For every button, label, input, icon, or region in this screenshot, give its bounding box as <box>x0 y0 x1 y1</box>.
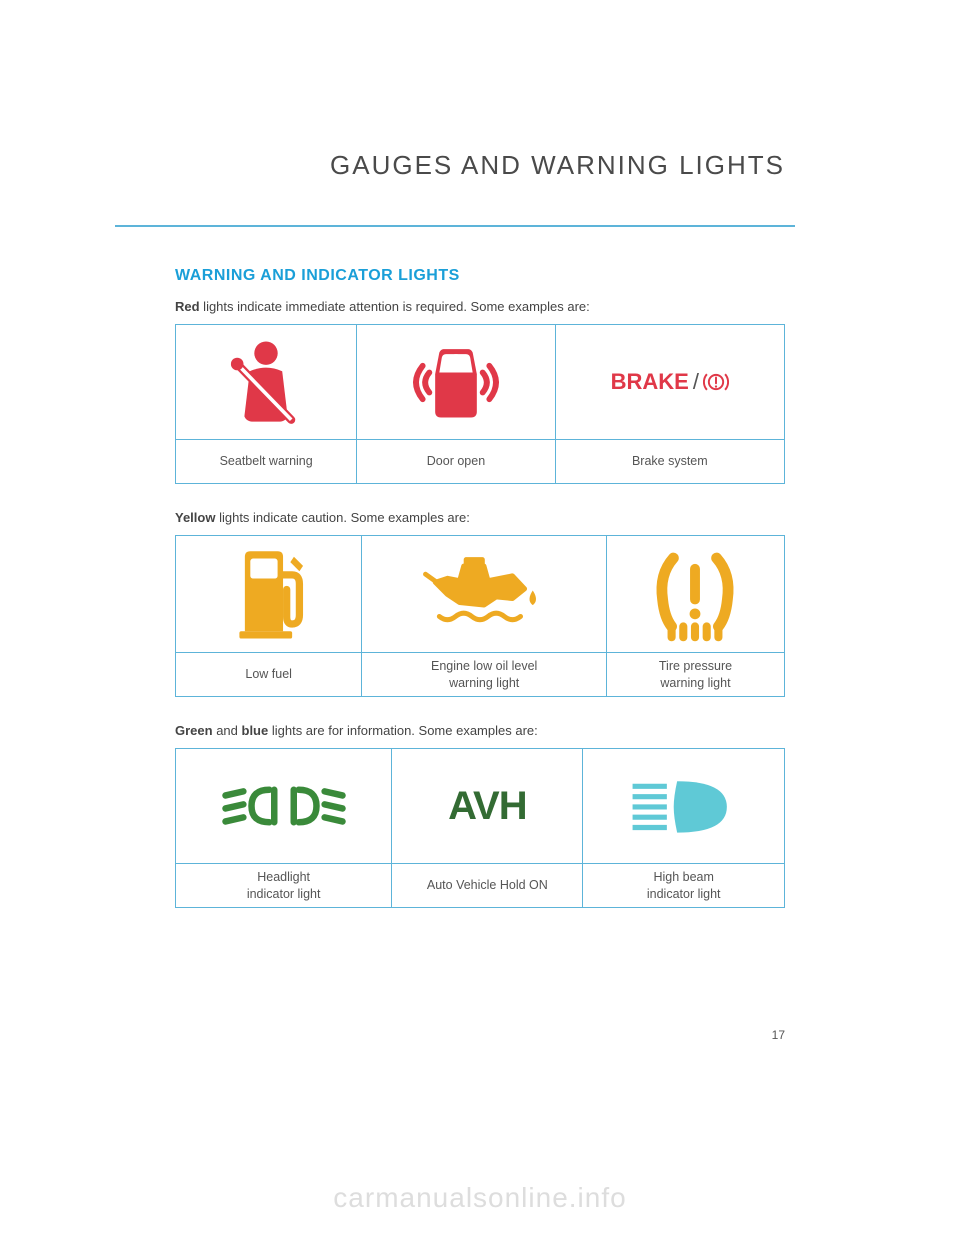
tire-pressure-cell <box>606 536 784 653</box>
red-intro-rest: lights indicate immediate attention is r… <box>200 299 590 314</box>
yellow-table: Low fuel Engine low oil levelwarning lig… <box>175 535 785 697</box>
green-intro: Green and blue lights are for informatio… <box>175 723 785 738</box>
fuel-icon <box>221 544 316 644</box>
avh-label: Auto Vehicle Hold ON <box>392 864 583 908</box>
door-open-icon <box>406 335 506 430</box>
red-intro: Red lights indicate immediate attention … <box>175 299 785 314</box>
page-number: 17 <box>772 1028 785 1042</box>
seatbelt-cell <box>176 325 357 440</box>
brake-word: BRAKE <box>611 369 689 395</box>
high-beam-cell <box>583 749 785 864</box>
low-fuel-label: Low fuel <box>176 653 362 697</box>
brake-icon <box>703 369 729 395</box>
high-beam-icon <box>624 774 744 839</box>
green-intro-bold1: Green <box>175 723 213 738</box>
yellow-intro-bold: Yellow <box>175 510 215 525</box>
red-table: BRAKE / Seatbelt warning Door open Brake… <box>175 324 785 484</box>
green-table: AVH Headlightindicator light Auto Vehicl… <box>175 748 785 908</box>
door-open-label: Door open <box>357 440 555 484</box>
brake-sep: / <box>693 369 699 395</box>
seatbelt-icon <box>221 337 311 427</box>
brake-cell: BRAKE / <box>555 325 784 440</box>
green-intro-mid: and <box>213 723 242 738</box>
section-title: WARNING AND INDICATOR LIGHTS <box>175 267 785 285</box>
high-beam-label: High beamindicator light <box>583 864 785 908</box>
headlight-icon <box>219 776 349 836</box>
table-row: Headlightindicator light Auto Vehicle Ho… <box>176 864 785 908</box>
green-intro-bold2: blue <box>242 723 269 738</box>
green-intro-rest: lights are for information. Some example… <box>268 723 538 738</box>
table-row <box>176 536 785 653</box>
red-intro-bold: Red <box>175 299 200 314</box>
avh-cell: AVH <box>392 749 583 864</box>
door-open-cell <box>357 325 555 440</box>
oil-level-label: Engine low oil levelwarning light <box>362 653 607 697</box>
brake-label: Brake system <box>555 440 784 484</box>
yellow-intro: Yellow lights indicate caution. Some exa… <box>175 510 785 525</box>
table-row: Low fuel Engine low oil levelwarning lig… <box>176 653 785 697</box>
avh-text: AVH <box>448 784 526 828</box>
yellow-intro-rest: lights indicate caution. Some examples a… <box>215 510 469 525</box>
oil-icon <box>419 557 549 632</box>
table-row: Seatbelt warning Door open Brake system <box>176 440 785 484</box>
headlight-cell <box>176 749 392 864</box>
tire-pressure-icon <box>650 547 740 642</box>
tire-pressure-label: Tire pressurewarning light <box>606 653 784 697</box>
table-row: AVH <box>176 749 785 864</box>
title-divider <box>115 225 795 227</box>
watermark: carmanualsonline.info <box>333 1182 626 1214</box>
oil-level-cell <box>362 536 607 653</box>
page-title: GAUGES AND WARNING LIGHTS <box>175 150 785 189</box>
headlight-label: Headlightindicator light <box>176 864 392 908</box>
table-row: BRAKE / <box>176 325 785 440</box>
seatbelt-label: Seatbelt warning <box>176 440 357 484</box>
low-fuel-cell <box>176 536 362 653</box>
